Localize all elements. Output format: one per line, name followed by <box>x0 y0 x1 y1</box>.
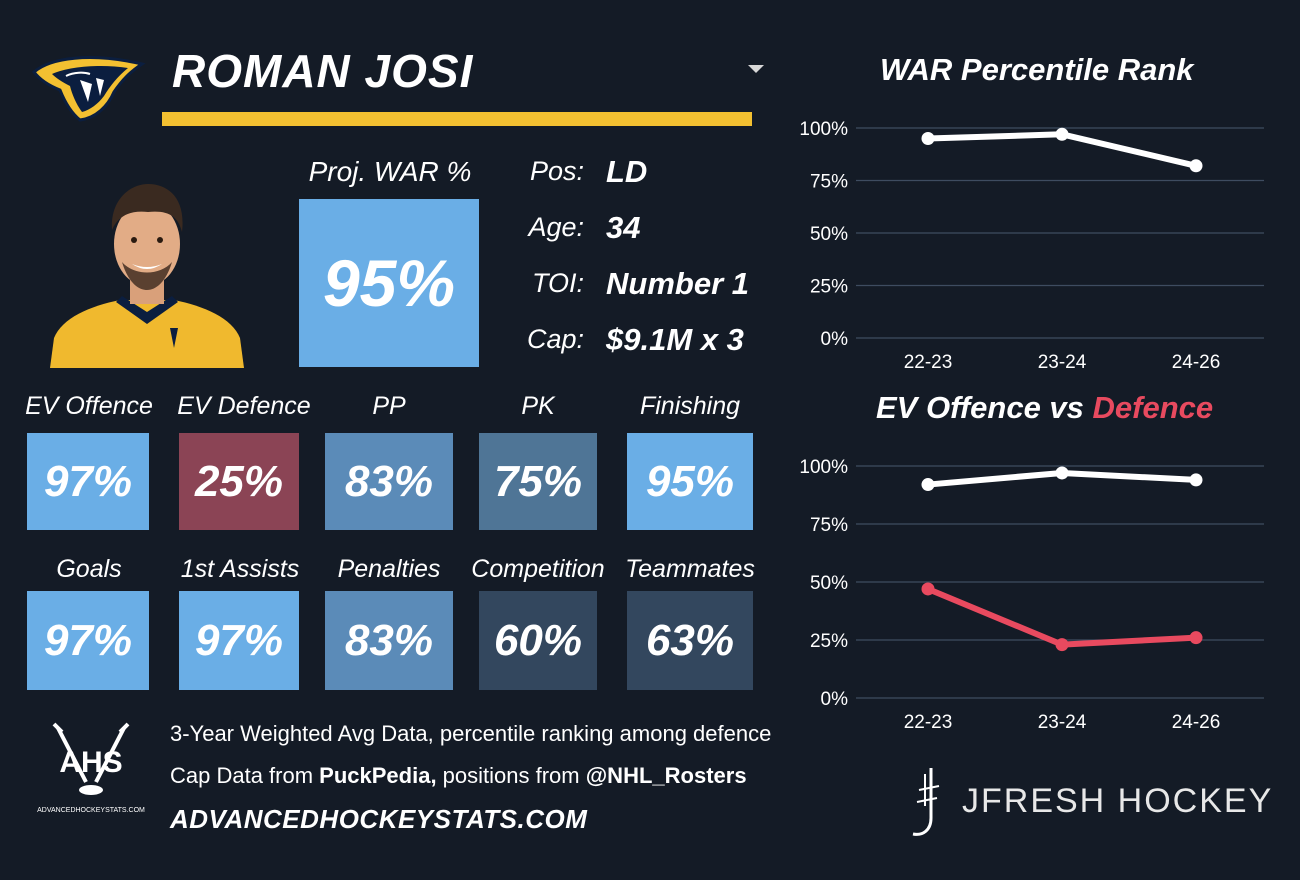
y-tick-label: 50% <box>810 573 848 594</box>
data-point <box>1189 631 1203 645</box>
x-tick-label: 23-24 <box>1038 352 1087 373</box>
team-logo <box>30 50 150 122</box>
y-tick-label: 75% <box>810 172 848 193</box>
data-point <box>1055 638 1069 652</box>
tile-competition: 60% <box>479 591 597 690</box>
nhl-rosters-link[interactable]: @NHL_Rosters <box>585 763 747 788</box>
tile-pk: 75% <box>479 433 597 530</box>
y-tick-label: 50% <box>810 224 848 245</box>
x-tick-label: 22-23 <box>904 352 953 373</box>
age-value: 34 <box>606 210 641 245</box>
player-headshot <box>50 178 244 368</box>
data-point <box>1055 127 1069 141</box>
x-tick-label: 23-24 <box>1038 712 1087 733</box>
y-tick-label: 75% <box>810 515 848 536</box>
x-tick-label: 22-23 <box>904 712 953 733</box>
tile-label-1st-assists: 1st Assists <box>180 555 300 583</box>
data-point <box>921 582 935 596</box>
chart-title-ev-defence: Defence <box>1092 390 1214 425</box>
data-point <box>1055 466 1069 480</box>
puckpedia-link[interactable]: PuckPedia, <box>319 763 437 788</box>
tile-label-goals: Goals <box>56 555 122 583</box>
cap-value: $9.1M x 3 <box>606 322 744 357</box>
chart-title-ev-offence: EV Offence vs <box>876 390 1093 425</box>
y-tick-label: 25% <box>810 277 848 298</box>
chart-title-ev: EV Offence vs Defence <box>876 390 1213 426</box>
tile-label-competition: Competition <box>471 555 605 583</box>
chart-title-war: WAR Percentile Rank <box>880 52 1194 87</box>
ev-offence-defence-chart: 0% 25% 50% 75% 100% 22-23 23-24 24-26 <box>799 457 1264 733</box>
tile-ev-offence: 97% <box>27 433 149 530</box>
cap-label: Cap: <box>526 324 584 354</box>
data-point <box>1189 159 1203 173</box>
tile-teammates: 63% <box>627 591 753 690</box>
data-point <box>1189 473 1203 487</box>
tile-goals: 97% <box>27 591 149 690</box>
player-name: ROMAN JOSI <box>172 45 474 97</box>
tile-label-penalties: Penalties <box>337 555 441 583</box>
toi-label: TOI: <box>531 268 584 298</box>
tile-label-pk: PK <box>521 392 555 420</box>
toi-value: Number 1 <box>606 266 749 301</box>
footer-note: 3-Year Weighted Avg Data, percentile ran… <box>170 721 772 746</box>
proj-war-value: 95% <box>299 199 479 367</box>
ahs-logo-subtext: ADVANCEDHOCKEYSTATS.COM <box>37 807 145 814</box>
tile-pp: 83% <box>325 433 453 530</box>
tile-1st-assists: 97% <box>179 591 299 690</box>
ahs-logo: AHS ADVANCEDHOCKEYSTATS.COM <box>36 722 146 818</box>
tile-label-teammates: Teammates <box>625 555 755 583</box>
y-tick-label: 25% <box>810 631 848 652</box>
tile-finishing: 95% <box>627 433 753 530</box>
y-tick-label: 100% <box>799 457 848 478</box>
war-percentile-chart: 0% 25% 50% 75% 100% 22-23 23-24 24-26 <box>799 119 1264 373</box>
site-link[interactable]: ADVANCEDHOCKEYSTATS.COM <box>170 804 588 834</box>
footer-sources-prefix: Cap Data from <box>170 763 320 788</box>
tile-label-pp: PP <box>372 392 406 420</box>
pos-label: Pos: <box>529 156 584 186</box>
tile-ev-defence: 25% <box>179 433 299 530</box>
tile-penalties: 83% <box>325 591 453 690</box>
pos-value: LD <box>606 154 648 189</box>
x-tick-label: 24-26 <box>1172 352 1221 373</box>
proj-war-label: Proj. WAR % <box>308 156 472 187</box>
age-label: Age: <box>528 212 584 242</box>
data-point <box>921 478 935 492</box>
y-tick-label: 100% <box>799 119 848 140</box>
jfresh-logo-icon <box>905 766 949 838</box>
y-tick-label: 0% <box>821 329 849 350</box>
footer-sources-mid: positions from <box>436 763 586 788</box>
name-underline <box>162 112 752 126</box>
tile-label-ev-offence: EV Offence <box>25 392 153 420</box>
footer-sources: Cap Data from PuckPedia, positions from … <box>170 763 747 789</box>
data-point <box>921 132 935 145</box>
series-line-1 <box>925 585 1199 648</box>
tile-label-ev-defence: EV Defence <box>177 392 311 420</box>
ahs-logo-text: AHS <box>59 746 122 779</box>
brand-name: JFRESH HOCKEY <box>962 782 1274 820</box>
y-tick-label: 0% <box>821 689 849 710</box>
x-tick-label: 24-26 <box>1172 712 1221 733</box>
player-select-chevron-down-icon[interactable] <box>748 65 764 73</box>
tile-label-finishing: Finishing <box>639 392 741 420</box>
